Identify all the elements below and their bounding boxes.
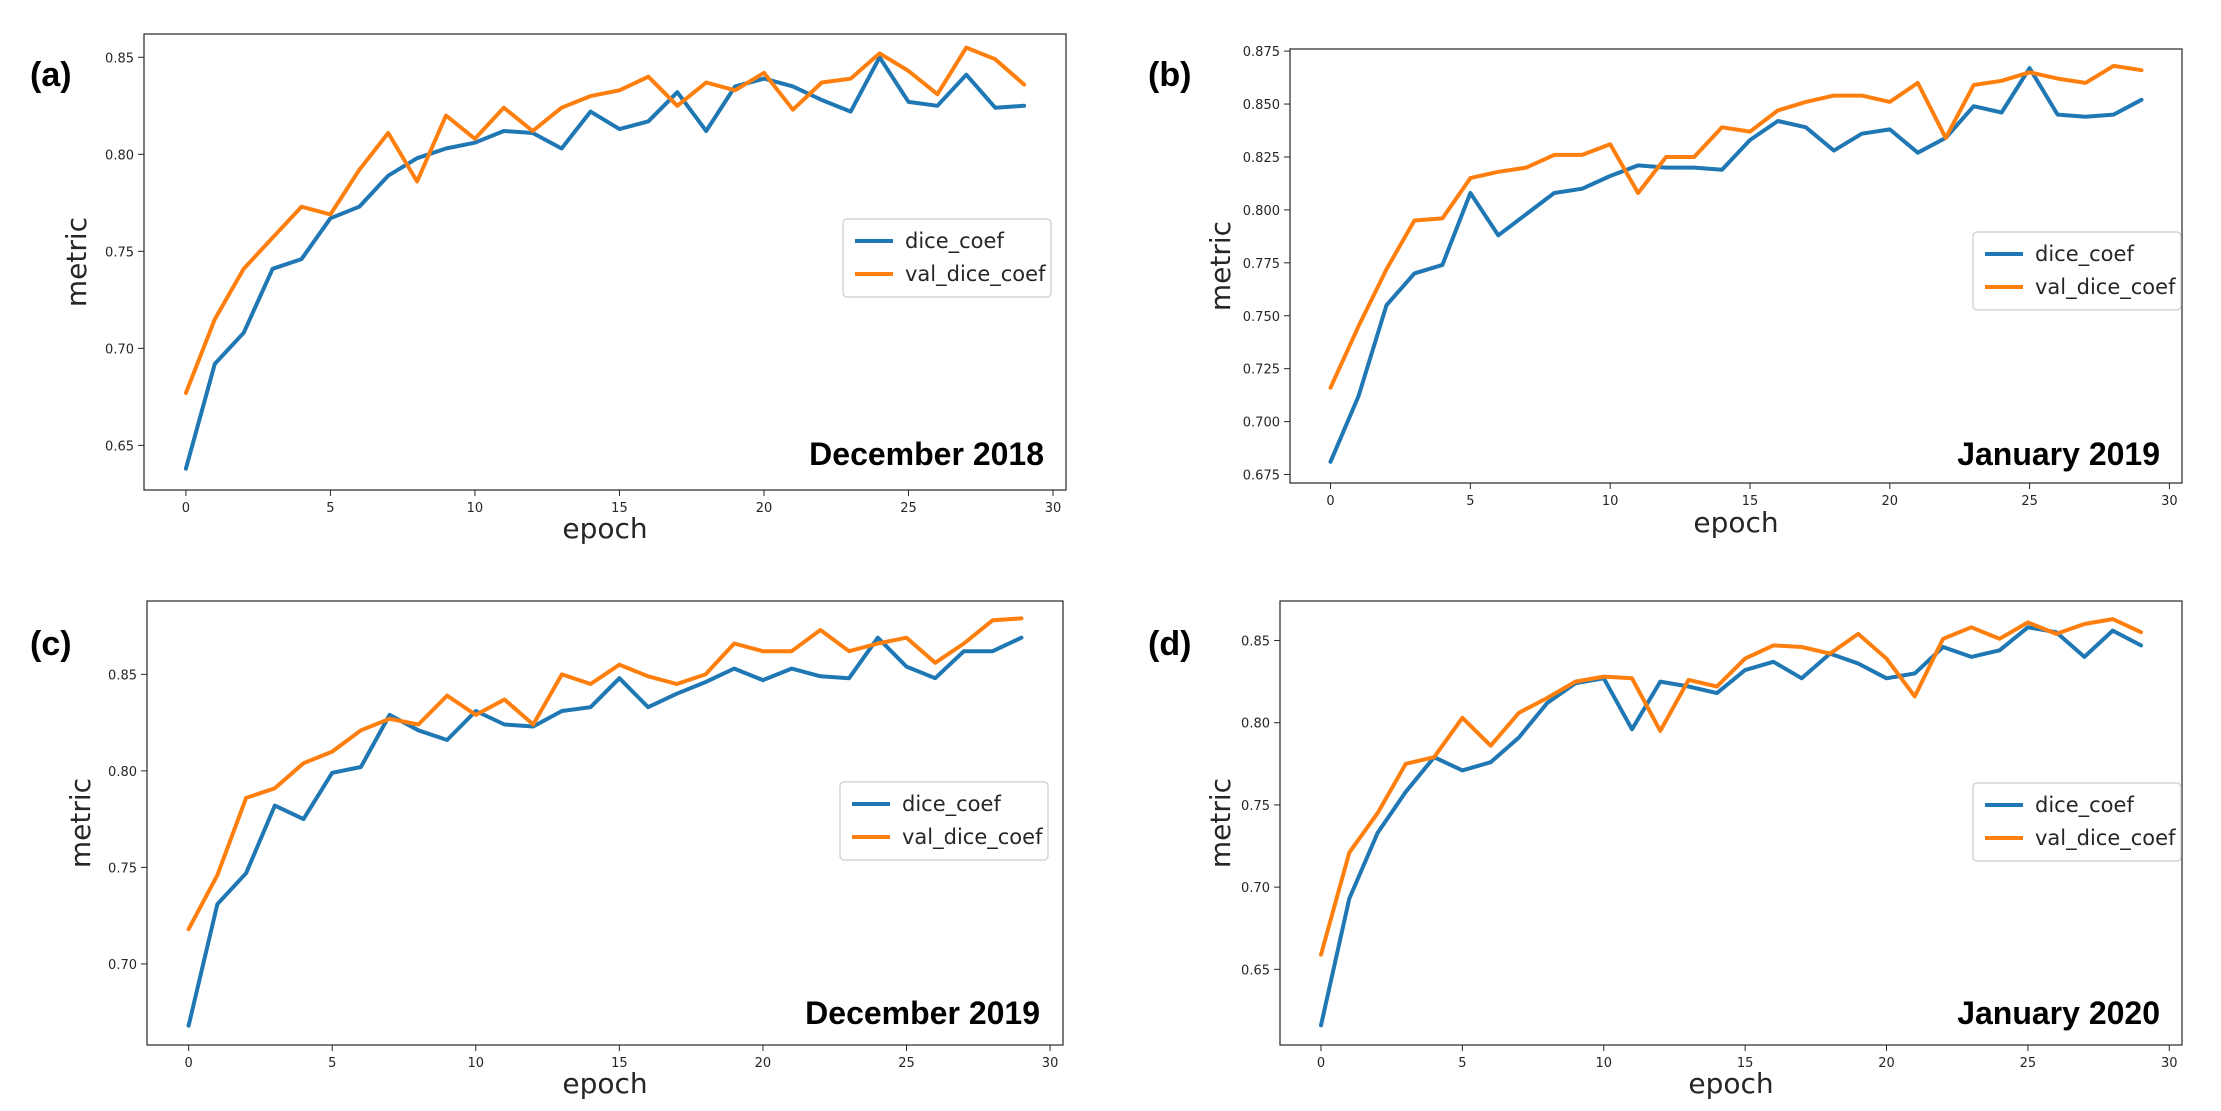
chart-panel-1: 0 5 10 15 20 25 30 0.65 0.70 0.75 0.80 0.85 epoch met… (30, 33, 1067, 545)
x-tick-label: 15 (1742, 494, 1759, 509)
x-tick-label: 30 (2161, 1056, 2178, 1071)
x-axis-label: epoch (562, 512, 647, 545)
x-axis-label: epoch (1693, 506, 1778, 539)
plot-frame (146, 600, 1064, 1046)
y-tick-label: 0.725 (1243, 363, 1280, 378)
y-tick-label: 0.85 (1241, 634, 1270, 649)
legend-label-dice_coef: dice_coef (902, 792, 1001, 817)
series-line-val_dice_coef (183, 45, 1027, 395)
x-tick-label: 5 (328, 1056, 336, 1071)
y-tick-label: 0.750 (1243, 310, 1280, 325)
series-line-val_dice_coef (1328, 63, 2144, 390)
x-tick-label: 10 (467, 501, 484, 516)
date-annotation: December 2018 (809, 436, 1044, 472)
y-tick-label: 0.850 (1243, 98, 1280, 113)
x-tick-label: 20 (1882, 494, 1899, 509)
x-tick-label: 30 (1045, 501, 1062, 516)
plot-frame (1289, 48, 2183, 484)
x-tick-label: 30 (1042, 1056, 1059, 1071)
x-tick-label: 5 (1458, 1056, 1466, 1071)
x-tick-label: 0 (1317, 1056, 1325, 1071)
x-tick-label: 25 (2020, 1056, 2037, 1071)
y-tick-label: 0.80 (1241, 717, 1270, 732)
y-tick-label: 0.700 (1243, 416, 1280, 431)
panel-tag: (d) (1148, 625, 1191, 663)
plot-frame (143, 33, 1067, 491)
legend-box (1972, 231, 2182, 311)
y-tick-label: 0.825 (1243, 151, 1280, 166)
x-tick-label: 30 (2161, 494, 2178, 509)
plot-frame (1279, 600, 2183, 1046)
panel-tag: (b) (1148, 56, 1191, 94)
x-axis-label: epoch (562, 1067, 647, 1100)
date-annotation: December 2019 (805, 995, 1040, 1031)
x-tick-label: 25 (900, 501, 917, 516)
x-tick-label: 0 (182, 501, 190, 516)
y-axis-label: metric (64, 778, 97, 868)
y-axis-label: metric (60, 217, 93, 307)
date-annotation: January 2019 (1957, 436, 2160, 472)
y-tick-label: 0.65 (105, 439, 134, 454)
legend: dice_coef val_dice_coef (1972, 231, 2182, 311)
chart-panel-3: 0 5 10 15 20 25 30 0.70 0.75 0.80 0.85 epoch metric (… (30, 600, 1064, 1100)
x-tick-label: 20 (755, 1056, 772, 1071)
y-tick-label: 0.75 (105, 245, 134, 260)
y-tick-label: 0.70 (108, 958, 137, 973)
y-tick-label: 0.65 (1241, 963, 1270, 978)
x-tick-label: 0 (184, 1056, 192, 1071)
legend-label-val_dice_coef: val_dice_coef (902, 825, 1043, 850)
y-tick-label: 0.675 (1243, 469, 1280, 484)
x-tick-label: 20 (1878, 1056, 1895, 1071)
series-line-val_dice_coef (186, 616, 1024, 932)
legend-label-val_dice_coef: val_dice_coef (905, 262, 1046, 287)
x-tick-label: 15 (611, 1056, 628, 1071)
series-line-dice_coef (183, 55, 1027, 471)
y-axis-label: metric (1204, 221, 1237, 311)
x-tick-label: 25 (2021, 494, 2038, 509)
x-tick-label: 15 (1737, 1056, 1754, 1071)
y-tick-label: 0.800 (1243, 204, 1280, 219)
series-line-dice_coef (1319, 625, 2143, 1028)
y-tick-label: 0.80 (108, 765, 137, 780)
x-tick-label: 10 (1595, 1056, 1612, 1071)
y-tick-label: 0.875 (1243, 45, 1280, 60)
x-tick-label: 10 (468, 1056, 485, 1071)
y-tick-label: 0.70 (105, 342, 134, 357)
legend-label-dice_coef: dice_coef (905, 229, 1004, 254)
y-tick-label: 0.70 (1241, 881, 1270, 896)
legend-box (842, 218, 1052, 298)
y-tick-label: 0.775 (1243, 257, 1280, 272)
panel-tag: (a) (30, 56, 72, 94)
legend: dice_coef val_dice_coef (1972, 782, 2182, 862)
legend: dice_coef val_dice_coef (842, 218, 1052, 298)
legend-box (839, 781, 1049, 861)
date-annotation: January 2020 (1957, 995, 2160, 1031)
x-tick-label: 10 (1602, 494, 1619, 509)
y-tick-label: 0.75 (1241, 799, 1270, 814)
chart-panel-2: 0 5 10 15 20 25 30 0.675 0.700 0.725 0.750 0.775 0.8… (1148, 45, 2183, 539)
y-tick-label: 0.85 (108, 668, 137, 683)
x-tick-label: 25 (898, 1056, 915, 1071)
legend-label-val_dice_coef: val_dice_coef (2035, 275, 2176, 300)
y-tick-label: 0.80 (105, 148, 134, 163)
x-tick-label: 20 (756, 501, 773, 516)
x-tick-label: 0 (1326, 494, 1334, 509)
legend-label-dice_coef: dice_coef (2035, 242, 2134, 267)
panel-tag: (c) (30, 625, 72, 663)
legend-box (1972, 782, 2182, 862)
series-line-dice_coef (1328, 66, 2144, 464)
y-tick-label: 0.75 (108, 861, 137, 876)
chart-panel-4: 0 5 10 15 20 25 30 0.65 0.70 0.75 0.80 0.85 epoch met… (1148, 600, 2183, 1100)
x-tick-label: 5 (326, 501, 334, 516)
x-tick-label: 5 (1466, 494, 1474, 509)
x-axis-label: epoch (1688, 1067, 1773, 1100)
y-tick-label: 0.85 (105, 51, 134, 66)
legend: dice_coef val_dice_coef (839, 781, 1049, 861)
x-tick-label: 15 (611, 501, 628, 516)
y-axis-label: metric (1204, 778, 1237, 868)
legend-label-val_dice_coef: val_dice_coef (2035, 826, 2176, 851)
series-line-val_dice_coef (1319, 617, 2143, 957)
legend-label-dice_coef: dice_coef (2035, 793, 2134, 818)
